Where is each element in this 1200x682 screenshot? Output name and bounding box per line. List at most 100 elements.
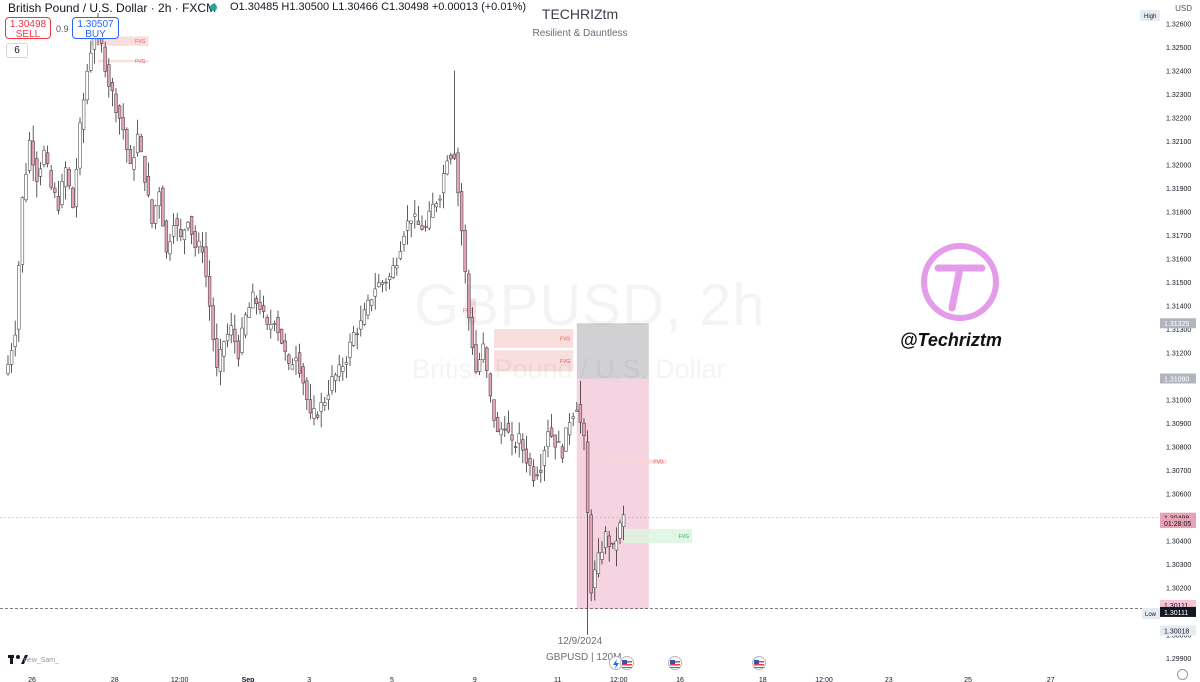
candle-body xyxy=(373,288,377,297)
candle-body xyxy=(330,376,334,391)
candle-body xyxy=(535,474,539,477)
candle-body xyxy=(528,458,532,466)
candle-body xyxy=(258,301,262,310)
fvg-label: FVG xyxy=(135,59,145,65)
candle-body xyxy=(553,434,557,448)
candle-body xyxy=(449,154,453,160)
fvg-label: FVG xyxy=(654,460,664,466)
currency-selector[interactable]: USD xyxy=(1175,4,1192,13)
candle-body xyxy=(359,320,363,330)
candle-body xyxy=(557,441,561,443)
candle-body xyxy=(427,210,431,229)
y-tick-label: 1.31300 xyxy=(1166,327,1191,334)
symbol-title[interactable]: British Pound / U.S. Dollar · 2h · FXCM xyxy=(8,1,217,15)
candle-body xyxy=(423,225,428,228)
y-tick-label: 1.31400 xyxy=(1166,304,1191,311)
candle-body xyxy=(13,334,17,348)
candle-body xyxy=(481,343,485,360)
candle-body xyxy=(305,380,309,401)
stop-zone xyxy=(576,323,649,379)
candle-body xyxy=(603,531,608,549)
tradingview-logo-icon[interactable] xyxy=(8,652,30,668)
candle-body xyxy=(578,404,583,423)
fvg-box-1 xyxy=(98,59,149,63)
candle-body xyxy=(215,338,219,368)
candle-body xyxy=(531,466,536,481)
candle-body xyxy=(506,422,511,433)
candle-body xyxy=(582,422,586,436)
candle-body xyxy=(618,522,622,539)
x-tick-label: 16 xyxy=(676,677,684,682)
sell-button[interactable]: 1.30498 SELL xyxy=(5,17,51,40)
x-tick-label: 23 xyxy=(885,677,893,682)
candle-body xyxy=(485,347,489,371)
candle-body xyxy=(459,191,464,232)
candle-body xyxy=(589,514,593,594)
candle-body xyxy=(74,169,79,208)
x-tick-label: 3 xyxy=(307,677,311,682)
candle-body xyxy=(431,204,435,218)
spread-value: 0.9 xyxy=(56,24,69,34)
y-tick-label: 1.30300 xyxy=(1166,562,1191,569)
candle-body xyxy=(495,417,500,432)
candle-body xyxy=(153,205,158,224)
price-label: 01:28:05 xyxy=(1164,521,1191,528)
y-tick-label: 1.31600 xyxy=(1166,257,1191,264)
settings-icon[interactable] xyxy=(1177,669,1188,680)
y-tick-label: 1.31700 xyxy=(1166,233,1191,240)
candle-body xyxy=(27,139,32,171)
candle-body xyxy=(366,299,370,316)
y-tick-label: 1.30900 xyxy=(1166,421,1191,428)
fvg-box-4 xyxy=(494,350,574,372)
price-label-bg xyxy=(1160,318,1196,329)
candle-body xyxy=(492,399,496,421)
candle-body xyxy=(103,46,107,72)
candle-body xyxy=(117,105,122,119)
low-marker: Low xyxy=(1145,612,1157,618)
candle-body xyxy=(233,328,237,342)
buy-button[interactable]: 1.30507 BUY xyxy=(72,17,119,40)
candle-body xyxy=(470,317,475,349)
candle-body xyxy=(585,441,590,513)
high-marker-bg xyxy=(1140,10,1160,21)
us-flag-icon[interactable] xyxy=(752,656,766,670)
us-flag-icon[interactable] xyxy=(620,656,634,670)
candle-body xyxy=(560,446,565,459)
candle-body xyxy=(402,235,406,245)
x-tick-label: 25 xyxy=(964,677,972,682)
y-tick-label: 1.31000 xyxy=(1166,398,1191,405)
candle-body xyxy=(521,439,525,451)
candle-body xyxy=(301,366,305,384)
x-tick-label: 12:00 xyxy=(610,677,628,682)
candle-body xyxy=(611,542,615,545)
candle-body xyxy=(283,340,287,352)
candle-body xyxy=(243,314,248,336)
candle-body xyxy=(564,427,568,452)
candle-body xyxy=(438,198,442,201)
us-flag-icon[interactable] xyxy=(668,656,682,670)
y-tick-label: 1.29900 xyxy=(1166,656,1191,663)
high-marker: High xyxy=(1144,14,1156,20)
price-label: 1.30111 xyxy=(1164,603,1188,610)
candle-body xyxy=(488,373,493,397)
brand-handle: @Techriztm xyxy=(900,330,1002,350)
candle-body xyxy=(67,169,71,187)
candle-body xyxy=(420,225,424,230)
price-label-bg xyxy=(1160,518,1196,529)
techriz-logo-icon xyxy=(921,243,999,321)
x-tick-label: 27 xyxy=(1047,677,1055,682)
candle-body xyxy=(312,408,316,419)
candle-body xyxy=(168,241,172,255)
price-label: 1.31090 xyxy=(1164,376,1189,383)
candle-body xyxy=(362,309,367,325)
candle-body xyxy=(513,446,518,448)
candle-body xyxy=(9,350,14,365)
candle-body xyxy=(315,414,320,418)
footer-date: 12/9/2024 xyxy=(557,636,603,647)
fvg-box-6 xyxy=(623,528,692,544)
indicator-count-toggle[interactable]: 6 xyxy=(6,43,28,58)
candle-body xyxy=(193,231,197,248)
candle-body xyxy=(405,220,410,231)
candle-body xyxy=(290,364,295,370)
